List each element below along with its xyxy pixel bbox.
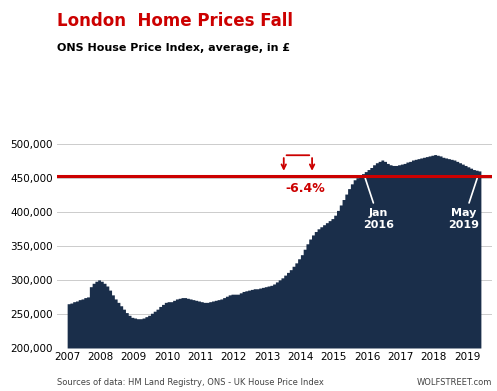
Text: -6.4%: -6.4% [285,183,325,196]
Text: ONS House Price Index, average, in £: ONS House Price Index, average, in £ [57,43,290,53]
Text: Jan
2016: Jan 2016 [363,178,394,230]
Text: WOLFSTREET.com: WOLFSTREET.com [416,378,492,387]
Text: May
2019: May 2019 [448,178,479,230]
Text: London  Home Prices Fall: London Home Prices Fall [57,12,293,30]
Text: Sources of data: HM Land Registry, ONS - UK House Price Index: Sources of data: HM Land Registry, ONS -… [57,378,324,387]
